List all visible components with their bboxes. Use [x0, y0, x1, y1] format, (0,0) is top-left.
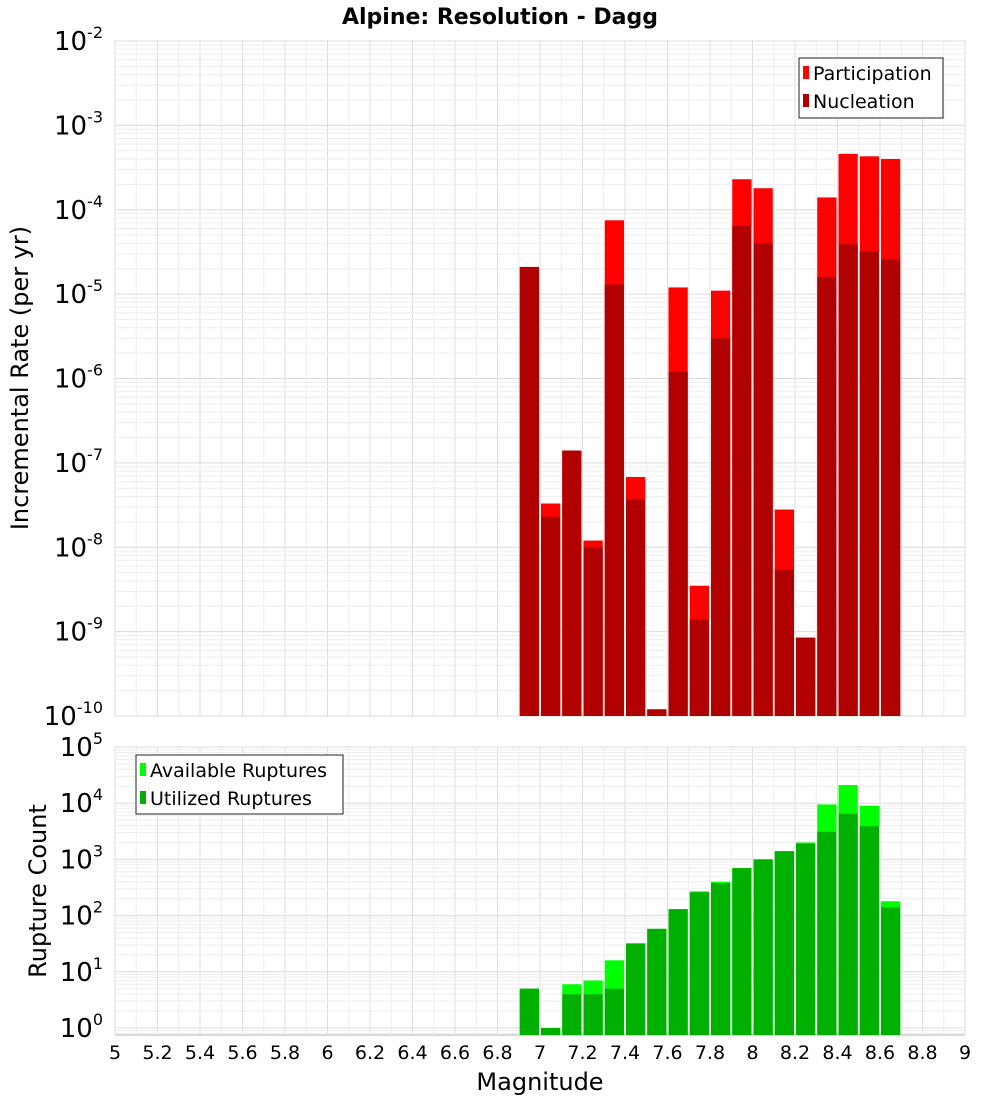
- count-y-axis-label: Rupture Count: [24, 804, 52, 978]
- rate-y-tick-label: 10-2: [54, 23, 103, 57]
- utilized-legend-label: Utilized Ruptures: [150, 788, 312, 810]
- rate-bar-nucleation: [817, 276, 837, 716]
- x-tick-label: 5: [109, 1042, 121, 1064]
- count-y-tick-label: 101: [60, 954, 103, 988]
- x-tick-label: 6.2: [355, 1042, 385, 1064]
- rate-bar-nucleation: [604, 284, 624, 716]
- count-y-tick-label: 105: [60, 729, 103, 763]
- count-bar-utilized-ruptures: [838, 813, 858, 1035]
- utilized-legend-swatch: [140, 791, 146, 804]
- count-bar-utilized-ruptures: [796, 843, 816, 1035]
- x-tick-label: 8: [746, 1042, 758, 1064]
- x-axis-ticks: 5 5.2 5.4 5.6 5.8 6 6.2 6.4 6.6 6.8 7 7.2 7.4 7.6 7.8 8…: [109, 1042, 971, 1064]
- x-tick-label: 7.8: [695, 1042, 725, 1064]
- rate-bar-nucleation: [859, 251, 879, 716]
- count-bar-utilized-ruptures: [774, 851, 794, 1035]
- x-axis-label: Magnitude: [476, 1068, 603, 1096]
- rate-panel: 10-10 10-9 10-8 10-7 10-6 10-5 10-4 10-3 10-2 In…: [6, 23, 966, 732]
- x-tick-label: 6.6: [440, 1042, 470, 1064]
- participation-legend-label: Participation: [813, 63, 932, 85]
- x-tick-label: 8.6: [865, 1042, 895, 1064]
- x-tick-label: 9: [959, 1042, 971, 1064]
- count-panel: 100 101 102 103 104 105 Rupture Count Availab…: [24, 729, 966, 1044]
- rate-bar-nucleation: [541, 516, 561, 716]
- count-bar-utilized-ruptures: [668, 909, 688, 1035]
- count-bar-utilized-ruptures: [541, 1027, 561, 1035]
- count-y-tick-label: 103: [60, 841, 103, 875]
- rate-bar-nucleation: [626, 499, 646, 716]
- rate-bar-nucleation: [881, 259, 901, 716]
- x-tick-label: 7.6: [652, 1042, 682, 1064]
- count-y-ticks: 100 101 102 103 104 105: [60, 729, 103, 1044]
- rate-legend-box: [798, 57, 944, 119]
- count-legend-box: [135, 754, 344, 815]
- count-bar-utilized-ruptures: [859, 826, 879, 1035]
- chart-title: Alpine: Resolution - Dagg: [342, 5, 658, 30]
- count-bar-utilized-ruptures: [519, 988, 539, 1035]
- rate-bar-nucleation: [711, 338, 731, 716]
- rate-gridlines: [114, 40, 966, 717]
- rate-y-tick-label: 10-10: [44, 698, 103, 732]
- count-bar-utilized-ruptures: [817, 831, 837, 1035]
- count-bar-utilized-ruptures: [562, 994, 582, 1035]
- count-bar-utilized-ruptures: [604, 988, 624, 1035]
- x-tick-label: 5.4: [185, 1042, 215, 1064]
- nucleation-legend-swatch: [803, 94, 809, 107]
- x-tick-label: 8.4: [822, 1042, 852, 1064]
- x-tick-label: 5.2: [142, 1042, 172, 1064]
- rate-bar-nucleation: [647, 709, 667, 716]
- x-tick-label: 8.8: [907, 1042, 937, 1064]
- x-tick-label: 6: [321, 1042, 333, 1064]
- count-bar-utilized-ruptures: [647, 928, 667, 1035]
- rate-y-tick-label: 10-6: [54, 361, 103, 395]
- count-bar-utilized-ruptures: [626, 943, 646, 1035]
- rate-y-tick-label: 10-9: [54, 614, 103, 648]
- x-tick-label: 5.6: [227, 1042, 257, 1064]
- count-bar-utilized-ruptures: [689, 892, 709, 1035]
- count-bar-utilized-ruptures: [711, 883, 731, 1035]
- nucleation-legend-label: Nucleation: [813, 91, 915, 113]
- count-legend: Available Ruptures Utilized Ruptures: [135, 754, 344, 815]
- rate-bar-nucleation: [796, 637, 816, 716]
- rate-bar-nucleation: [668, 371, 688, 716]
- rate-y-tick-label: 10-8: [54, 529, 103, 563]
- participation-legend-swatch: [803, 66, 809, 79]
- rate-bar-nucleation: [838, 244, 858, 717]
- count-y-tick-label: 100: [60, 1010, 103, 1044]
- x-tick-label: 8.2: [780, 1042, 810, 1064]
- x-tick-label: 7.4: [610, 1042, 640, 1064]
- count-bars: [519, 785, 901, 1035]
- rate-legend: Participation Nucleation: [798, 57, 944, 119]
- available-legend-swatch: [140, 763, 146, 776]
- rate-bar-nucleation: [774, 569, 794, 716]
- count-bar-utilized-ruptures: [583, 994, 603, 1035]
- rate-y-tick-label: 10-5: [54, 276, 103, 310]
- count-bar-utilized-ruptures: [753, 859, 773, 1035]
- count-y-tick-label: 104: [60, 785, 103, 819]
- x-tick-label: 5.8: [270, 1042, 300, 1064]
- x-tick-label: 6.4: [397, 1042, 427, 1064]
- rate-y-axis-label: Incremental Rate (per yr): [6, 226, 34, 530]
- count-bar-utilized-ruptures: [881, 907, 901, 1035]
- x-tick-label: 7.2: [567, 1042, 597, 1064]
- rate-bar-nucleation: [562, 450, 582, 716]
- rate-y-tick-label: 10-4: [54, 192, 103, 226]
- available-legend-label: Available Ruptures: [150, 760, 327, 782]
- rate-y-tick-label: 10-7: [54, 445, 103, 479]
- rate-bar-nucleation: [689, 619, 709, 716]
- count-bar-utilized-ruptures: [732, 868, 752, 1035]
- rate-bar-nucleation: [732, 226, 752, 716]
- rate-bars: [519, 153, 901, 717]
- rate-y-tick-label: 10-3: [54, 107, 103, 141]
- rate-y-ticks: 10-10 10-9 10-8 10-7 10-6 10-5 10-4 10-3 10-2: [44, 23, 103, 732]
- rate-bar-nucleation: [519, 266, 539, 716]
- rate-bar-nucleation: [753, 243, 773, 717]
- count-y-tick-label: 102: [60, 898, 103, 932]
- x-tick-label: 6.8: [482, 1042, 512, 1064]
- x-tick-label: 7: [534, 1042, 546, 1064]
- rate-bar-nucleation: [583, 547, 603, 716]
